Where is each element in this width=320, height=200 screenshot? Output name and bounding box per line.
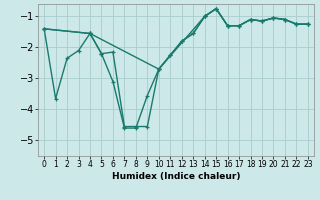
- X-axis label: Humidex (Indice chaleur): Humidex (Indice chaleur): [112, 172, 240, 181]
